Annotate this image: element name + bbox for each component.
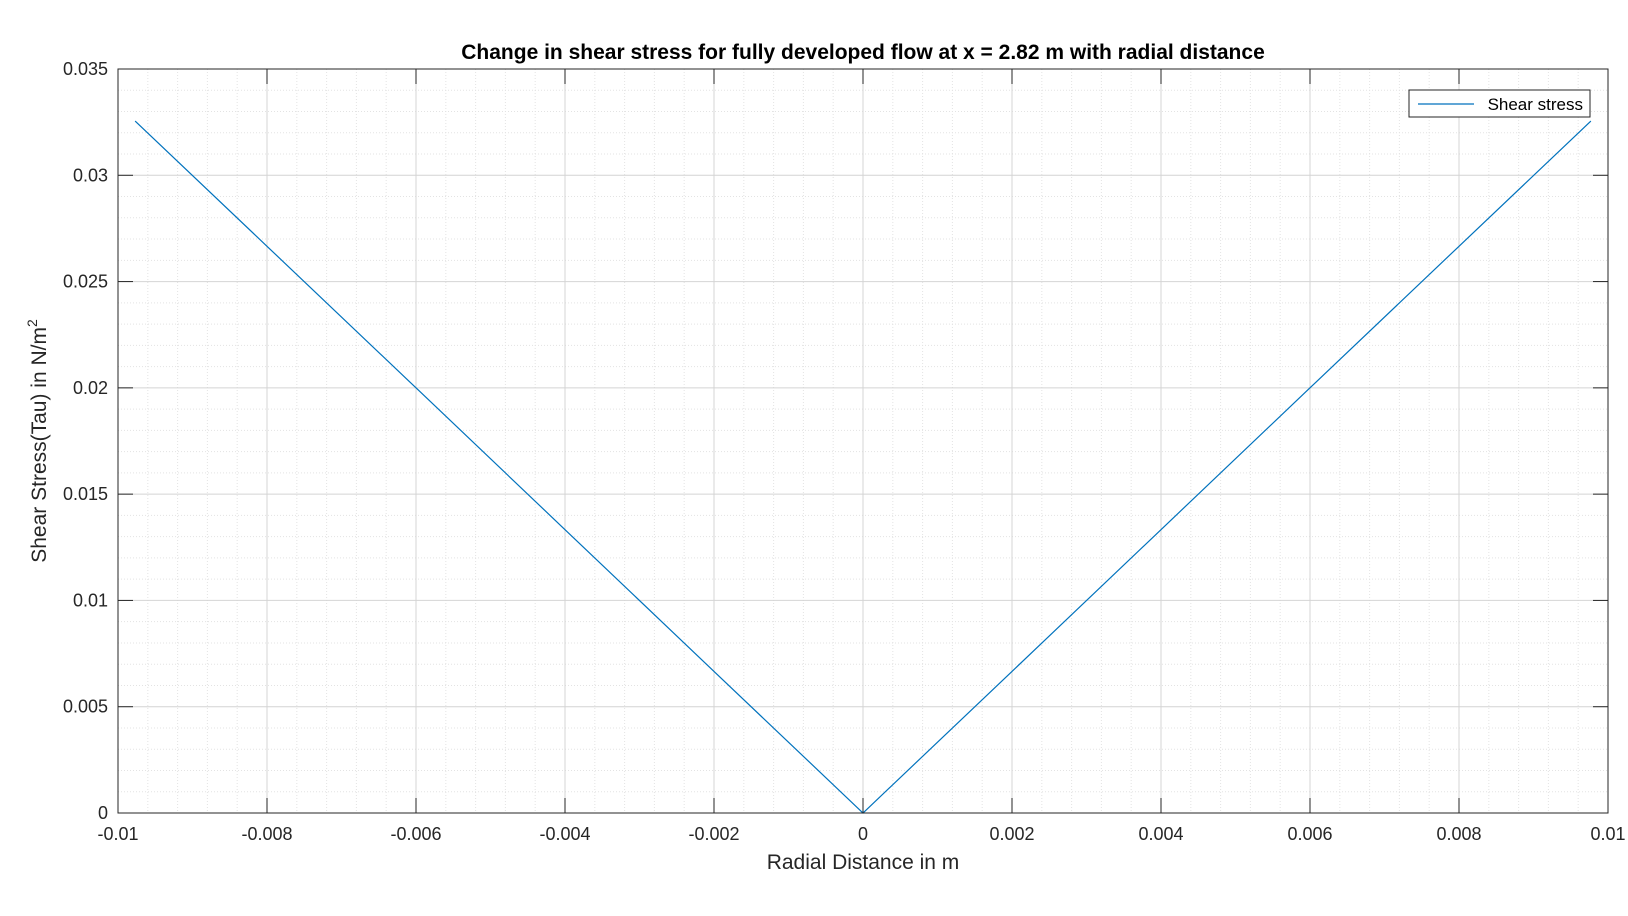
x-tick-label: -0.008 bbox=[241, 824, 292, 844]
x-tick-label: 0.004 bbox=[1138, 824, 1183, 844]
x-tick-label: -0.004 bbox=[539, 824, 590, 844]
y-tick-label: 0.015 bbox=[63, 484, 108, 504]
y-tick-label: 0.035 bbox=[63, 59, 108, 79]
x-tick-label: 0.01 bbox=[1590, 824, 1625, 844]
legend-label: Shear stress bbox=[1488, 95, 1583, 114]
x-tick-label: 0.008 bbox=[1436, 824, 1481, 844]
chart-title: Change in shear stress for fully develop… bbox=[461, 41, 1265, 64]
y-axis-label-text: Shear Stress(Tau) in N/m bbox=[28, 327, 51, 563]
y-tick-label: 0.01 bbox=[73, 590, 108, 610]
y-axis-label-superscript: 2 bbox=[24, 319, 40, 327]
x-tick-label: -0.006 bbox=[390, 824, 441, 844]
y-axis-label: Shear Stress(Tau) in N/m2 bbox=[24, 319, 51, 563]
y-tick-label: 0.025 bbox=[63, 272, 108, 292]
x-tick-label: 0.006 bbox=[1287, 824, 1332, 844]
legend: Shear stress bbox=[1408, 89, 1591, 118]
x-axis-label: Radial Distance in m bbox=[767, 851, 960, 874]
x-tick-label: -0.002 bbox=[688, 824, 739, 844]
y-tick-labels: 0 0.005 0.01 0.015 0.02 0.025 0.03 0.035 bbox=[63, 59, 108, 823]
x-tick-labels: -0.01 -0.008 -0.006 -0.004 -0.002 0 0.002 0.004… bbox=[97, 824, 1625, 844]
y-tick-label: 0.03 bbox=[73, 165, 108, 185]
y-tick-label: 0 bbox=[98, 803, 108, 823]
x-tick-label: -0.01 bbox=[97, 824, 138, 844]
y-tick-label: 0.005 bbox=[63, 697, 108, 717]
ticks bbox=[117, 68, 1609, 814]
x-tick-label: 0.002 bbox=[989, 824, 1034, 844]
x-tick-label: 0 bbox=[858, 824, 868, 844]
y-tick-label: 0.02 bbox=[73, 378, 108, 398]
